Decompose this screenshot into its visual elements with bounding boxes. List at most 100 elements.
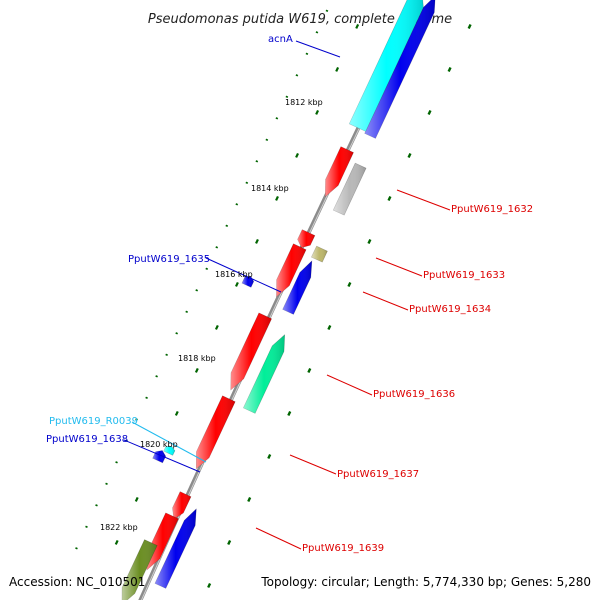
leader-line — [362, 291, 409, 311]
tick-mark-outer — [447, 66, 452, 72]
gene-pputw619-1639-inner2-shade — [146, 512, 179, 570]
tick-mark-inner — [155, 375, 158, 378]
tick-mark-outer — [407, 152, 412, 158]
tick-mark-outer — [347, 281, 352, 287]
kbp-label-1814: 1814 kbp — [251, 184, 289, 193]
gene-label-pputw619-1635[interactable]: PputW619_1635 — [128, 254, 210, 265]
gene-pputw619-1639-inner-shade — [172, 491, 191, 520]
tick-mark-inner — [85, 525, 88, 529]
tick-mark-inner — [145, 396, 148, 400]
topology-text: Topology: circular; Length: 5,774,330 bp… — [260, 575, 591, 589]
gene-pputw619-1637-shade — [196, 395, 236, 469]
position-ticks — [75, 9, 472, 588]
tick-mark-inner — [255, 160, 259, 163]
tick-mark-inner — [175, 332, 179, 335]
gene-pputw619-1632-shade — [333, 163, 367, 216]
tick-mark-middle — [275, 195, 279, 201]
gene-pputw619-bottom-olive-shade — [122, 539, 158, 600]
tick-mark-middle — [134, 496, 139, 502]
gene-label-pputw619-1639[interactable]: PputW619_1639 — [302, 543, 384, 554]
leader-line — [375, 257, 423, 277]
tick-mark-outer — [327, 324, 332, 330]
leader-line — [205, 257, 282, 293]
tick-mark-inner — [185, 310, 189, 314]
tick-mark-outer — [207, 582, 212, 588]
leader-line — [289, 454, 337, 475]
tick-mark-outer — [227, 539, 232, 545]
tick-mark-inner — [325, 9, 329, 13]
leader-line — [255, 527, 302, 550]
gene-acna-inner-shade — [349, 0, 424, 132]
tick-mark-inner — [245, 181, 249, 185]
tick-mark-middle — [255, 238, 259, 244]
gene-label-pputw619-1632[interactable]: PputW619_1632 — [451, 204, 533, 215]
gene-pputw619-1633-inner-shade — [297, 229, 315, 248]
label-leader-lines — [123, 40, 451, 550]
gene-label-pputw619-1637[interactable]: PputW619_1637 — [337, 469, 419, 480]
gene-pputw619-1632-inner-shade — [325, 146, 354, 197]
gene-label-pputw619-1638[interactable]: PputW619_1638 — [46, 434, 128, 445]
tick-mark-inner — [95, 504, 98, 507]
tick-mark-middle — [235, 281, 239, 287]
tick-mark-outer — [287, 410, 292, 416]
gene-pputw619-1635-shade — [242, 276, 254, 288]
gene-labels: acnA PputW619_1632 PputW619_1635 PputW61… — [46, 34, 533, 554]
tick-mark-inner — [165, 353, 168, 357]
tick-mark-outer — [427, 109, 432, 115]
tick-mark-middle — [214, 324, 219, 330]
tick-mark-inner — [75, 547, 78, 550]
leader-line — [326, 374, 373, 396]
tick-mark-inner — [295, 74, 299, 77]
gene-label-pputw619-r0039[interactable]: PputW619_R0039 — [49, 416, 138, 427]
accession-text: Accession: NC_010501 — [9, 575, 145, 589]
tick-mark-inner — [105, 482, 108, 486]
gene-features — [121, 0, 436, 600]
kbp-label-1816: 1816 kbp — [215, 270, 253, 279]
tick-mark-inner — [305, 52, 309, 56]
tick-mark-outer — [367, 238, 372, 244]
gene-acna-outer-shade — [364, 0, 436, 139]
leader-line — [123, 439, 201, 473]
gene-pputw619-1634-shade — [282, 260, 312, 315]
kbp-label-1818: 1818 kbp — [178, 354, 216, 363]
tick-mark-outer — [247, 496, 252, 502]
gene-pputw619-1636-inner-shade — [230, 312, 272, 390]
tick-mark-outer — [307, 367, 312, 373]
leader-line — [131, 421, 207, 463]
tick-mark-middle — [355, 23, 360, 29]
tick-mark-inner — [225, 224, 229, 228]
tick-mark-inner — [205, 267, 209, 271]
tick-mark-inner — [115, 461, 118, 464]
gene-label-pputw619-1636[interactable]: PputW619_1636 — [373, 389, 455, 400]
leader-line — [396, 189, 451, 211]
tick-mark-inner — [285, 95, 289, 99]
tick-mark-middle — [194, 367, 199, 373]
gene-label-pputw619-1633[interactable]: PputW619_1633 — [423, 270, 505, 281]
gene-pputw619-1636-shade — [243, 334, 285, 414]
gene-pputw619-1633-shade — [311, 246, 328, 263]
leader-line — [295, 40, 341, 58]
gene-label-pputw619-1634[interactable]: PputW619_1634 — [409, 304, 491, 315]
tick-mark-middle — [315, 109, 320, 115]
gene-pputw619-r0039-shade — [163, 446, 175, 456]
tick-mark-inner — [265, 138, 269, 142]
kbp-labels: 1812 kbp 1814 kbp 1816 kbp 1818 kbp 1820… — [100, 98, 323, 532]
gene-pputw619-1639-shade — [155, 508, 197, 589]
tick-mark-middle — [174, 410, 179, 416]
kbp-label-1822: 1822 kbp — [100, 523, 138, 532]
kbp-label-1812: 1812 kbp — [285, 98, 323, 107]
tick-mark-inner — [215, 246, 219, 249]
tick-mark-outer — [267, 453, 272, 459]
tick-mark-inner — [315, 31, 319, 34]
gene-label-acna[interactable]: acnA — [268, 34, 293, 45]
tick-mark-outer — [467, 23, 472, 29]
tick-mark-middle — [295, 152, 299, 158]
tick-mark-outer — [387, 195, 392, 201]
tick-mark-inner — [235, 203, 239, 206]
map-title: Pseudomonas putida W619, complete genome — [148, 12, 452, 27]
tick-mark-middle — [335, 66, 340, 72]
tick-mark-inner — [275, 117, 279, 120]
tick-mark-middle — [114, 539, 119, 545]
tick-mark-inner — [195, 289, 199, 292]
